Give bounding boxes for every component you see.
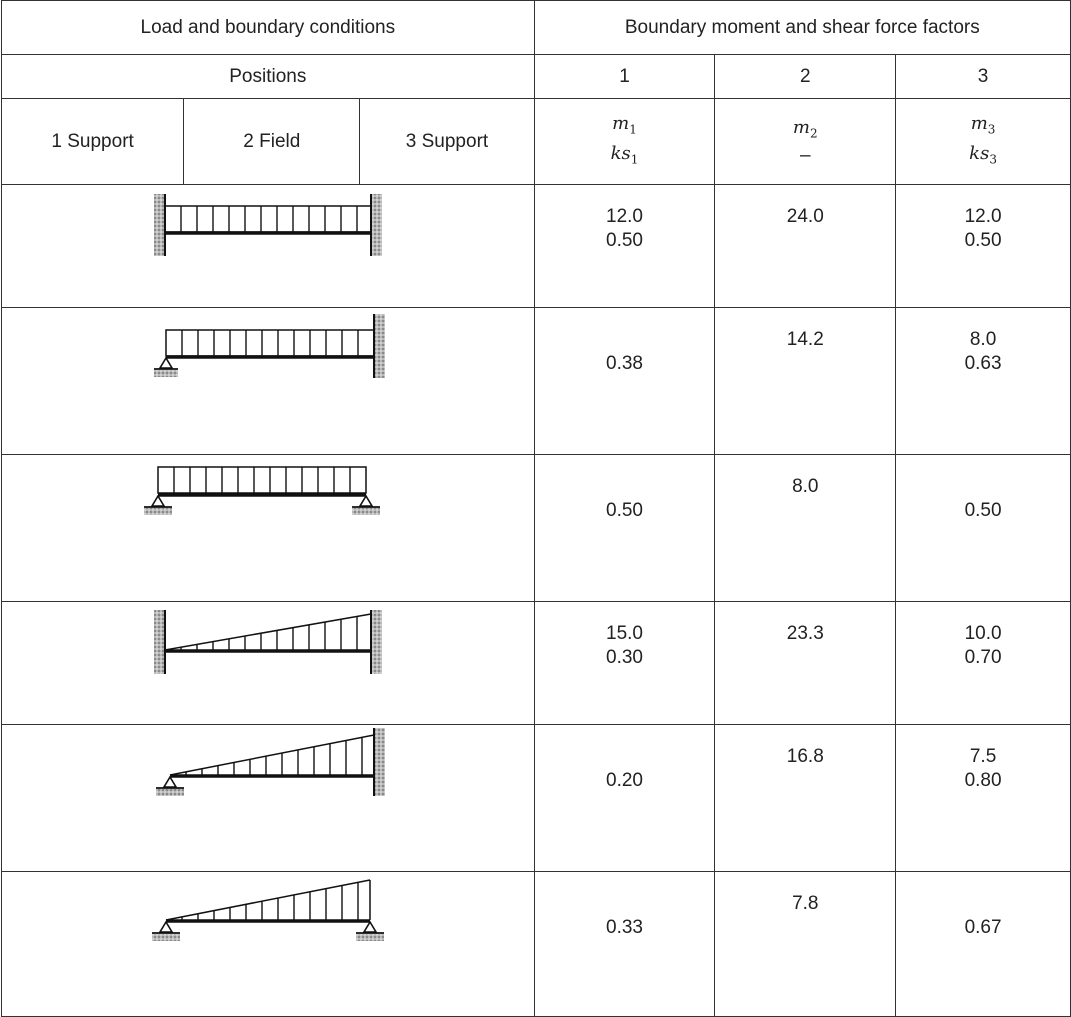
ks1-symbol: ks1 bbox=[610, 142, 639, 167]
factor-cell-1: 12.0 0.50 bbox=[533, 184, 716, 308]
beam-diagram-icon bbox=[153, 314, 385, 378]
factor-cell-1: 0.50 bbox=[533, 454, 716, 602]
factors-header: Boundary moment and shear force factors bbox=[533, 0, 1071, 55]
factor-m1-ks1-header: m1 ks1 bbox=[533, 98, 716, 185]
col-3-header: 3 bbox=[895, 54, 1071, 99]
triangular-pinned-fixed-diagram bbox=[1, 724, 535, 872]
beam-diagram-icon bbox=[143, 466, 380, 515]
ks3-symbol: ks3 bbox=[969, 142, 997, 167]
factor-cell-3: 0.50 bbox=[895, 454, 1071, 602]
factor-m2-header: m2 – bbox=[714, 98, 897, 185]
factor-cell-2: 24.0 bbox=[714, 184, 897, 308]
m1-symbol: m1 bbox=[612, 112, 637, 137]
factor-cell-1: 0.38 bbox=[533, 307, 716, 455]
table-row: 0.33 7.8 0.67 bbox=[1, 871, 1071, 1017]
m3-symbol: m3 bbox=[970, 112, 996, 137]
uniform-pinned-pinned-diagram bbox=[1, 454, 535, 602]
triangular-fixed-fixed-diagram bbox=[1, 601, 535, 725]
field-2-header: 2 Field bbox=[183, 98, 361, 185]
factor-cell-3: 7.5 0.80 bbox=[895, 724, 1071, 872]
load-conditions-header: Load and boundary conditions bbox=[1, 0, 535, 55]
m2-symbol: m2 bbox=[792, 116, 818, 141]
factor-m3-ks3-header: m3 ks3 bbox=[895, 98, 1071, 185]
factor-cell-1: 0.20 bbox=[533, 724, 716, 872]
support-1-header: 1 Support bbox=[0, 98, 185, 185]
factor-cell-3: 0.67 bbox=[895, 871, 1071, 1017]
table-row: 0.38 14.2 8.0 0.63 bbox=[1, 307, 1071, 455]
factor-cell-1: 15.0 0.30 bbox=[533, 601, 716, 725]
factor-cell-3: 10.0 0.70 bbox=[895, 601, 1071, 725]
beam-diagram-icon bbox=[151, 879, 384, 941]
beam-diagram-icon bbox=[155, 728, 385, 796]
table-row: 12.0 0.50 24.0 12.0 0.50 bbox=[1, 184, 1071, 308]
table-row: 15.0 0.30 23.3 10.0 0.70 bbox=[1, 601, 1071, 725]
m2-dash: – bbox=[799, 145, 811, 167]
table-row: 0.50 8.0 0.50 bbox=[1, 454, 1071, 602]
beam-diagram-icon bbox=[153, 610, 382, 674]
col-2-header: 2 bbox=[714, 54, 897, 99]
table-row: 0.20 16.8 7.5 0.80 bbox=[1, 724, 1071, 872]
factor-cell-2: 23.3 bbox=[714, 601, 897, 725]
col-1-header: 1 bbox=[533, 54, 716, 99]
factor-cell-2: 7.8 bbox=[714, 871, 897, 1017]
factor-cell-2: 16.8 bbox=[714, 724, 897, 872]
factor-cell-3: 12.0 0.50 bbox=[895, 184, 1071, 308]
factor-cell-2: 14.2 bbox=[714, 307, 897, 455]
beam-diagram-icon bbox=[153, 194, 382, 256]
uniform-pinned-fixed-diagram bbox=[1, 307, 535, 455]
triangular-pinned-pinned-diagram bbox=[1, 871, 535, 1017]
factor-cell-3: 8.0 0.63 bbox=[895, 307, 1071, 455]
factor-cell-1: 0.33 bbox=[533, 871, 716, 1017]
positions-header: Positions bbox=[1, 54, 535, 99]
factor-cell-2: 8.0 bbox=[714, 454, 897, 602]
uniform-fixed-fixed-diagram bbox=[1, 184, 535, 308]
support-3-header: 3 Support bbox=[359, 98, 535, 185]
